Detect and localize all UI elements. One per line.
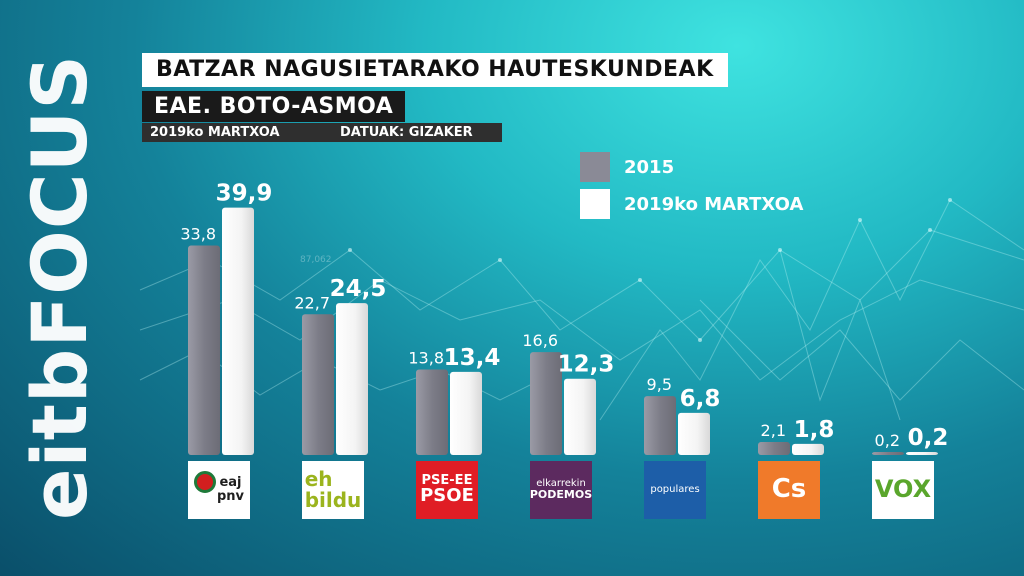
bar-2019-1 [222,207,254,455]
bar-2015-6 [758,441,790,455]
data-label-2015-3: 13,8 [408,348,444,367]
legend-swatch-2019 [580,189,610,219]
party-logo-2: eh bildu [302,461,364,519]
date-label: 2019ko MARTXOA [150,125,280,140]
legend-swatch-2015 [580,152,610,182]
data-label-2015-5: 9,5 [647,375,672,394]
bar-2019-4 [564,378,596,455]
data-label-2015-4: 16,6 [522,331,558,350]
data-label-2015-1: 33,8 [180,224,216,243]
data-label-2019-7: 0,2 [908,425,949,451]
legend-label-2015: 2015 [624,157,675,178]
bar-2015-7 [872,452,904,455]
data-label-2019-5: 6,8 [680,386,721,412]
bar-2015-5 [644,396,676,455]
background-number: 87,062 [300,255,332,265]
source-label: DATUAK: GIZAKER [340,125,473,140]
bar-2015-4 [530,352,562,455]
data-label-2019-6: 1,8 [794,417,835,443]
meta-bar: 2019ko MARTXOA DATUAK: GIZAKER [142,123,502,142]
bar-2019-6 [792,443,824,455]
data-label-2015-7: 0,2 [875,431,900,450]
party-logo-text-1: eaj pnv [216,475,244,504]
party-logo-text-3: PSE-EE PSOE [420,472,474,507]
data-label-2015-6: 2,1 [761,421,786,440]
party-logo-text-4: elkarrekin PODEMOS [530,477,592,502]
bar-2019-7 [906,452,938,455]
data-label-2019-1: 39,9 [216,181,273,207]
bar-2015-3 [416,369,448,455]
page-subtitle: EAE. BOTO-ASMOA [142,91,406,122]
party-logo-5: populares [644,461,706,519]
page-title: BATZAR NAGUSIETARAKO HAUTESKUNDEAK [142,53,728,87]
party-logo-text-7: VOX [874,475,932,504]
party-logo-4: elkarrekin PODEMOS [530,461,592,519]
data-label-2015-2: 22,7 [294,293,330,312]
data-label-2019-4: 12,3 [558,352,615,378]
bar-2019-3 [450,371,482,455]
pnv-mark-icon [194,471,216,493]
party-logo-7: VOX [872,461,934,519]
party-logo-3: PSE-EE PSOE [416,461,478,519]
bar-2015-1 [188,245,220,455]
party-logo-6: Cs [758,461,820,519]
data-label-2019-3: 13,4 [444,345,501,371]
party-logo-text-6: Cs [771,474,807,505]
party-logo-text-5: populares [650,483,700,495]
bar-2019-5 [678,412,710,455]
party-logo-text-2: eh bildu [304,467,362,512]
bar-2015-2 [302,314,334,455]
bar-2019-2 [336,303,368,455]
party-logo-1: eaj pnv [188,461,250,519]
data-label-2019-2: 24,5 [330,276,387,302]
legend-label-2019: 2019ko MARTXOA [624,194,804,215]
